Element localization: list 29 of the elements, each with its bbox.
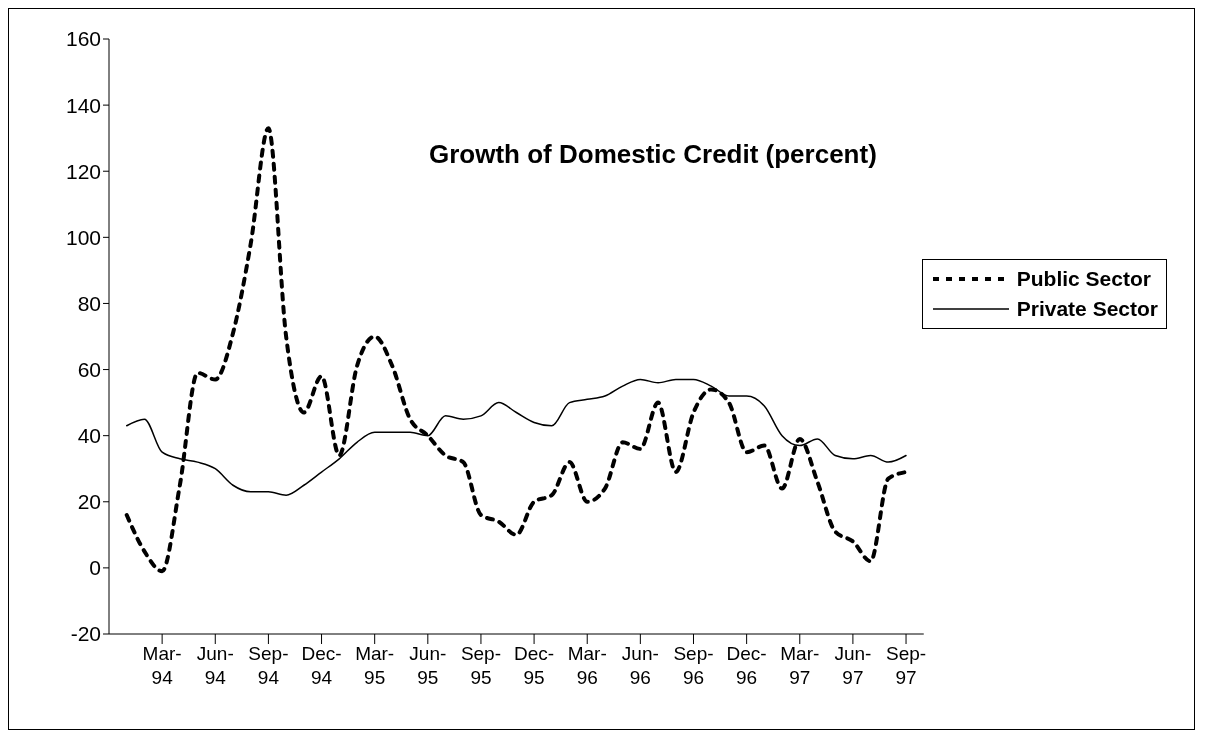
- y-tick-label: 160: [65, 27, 101, 51]
- y-tick-label: -20: [70, 622, 101, 646]
- x-tick-label: Jun-96: [621, 643, 659, 688]
- legend-label: Public Sector: [1016, 266, 1151, 292]
- y-tick-label: 120: [65, 159, 101, 183]
- x-tick-label: Mar-96: [567, 643, 607, 688]
- text: Growth of Domestic Credit (percent): [429, 139, 877, 170]
- x-tick-label: Mar-97: [780, 643, 820, 688]
- y-tick-label: 100: [65, 225, 101, 249]
- x-tick-label: Jun-97: [834, 643, 872, 688]
- line-series: [124, 126, 909, 574]
- x-tick-label: Sep-97: [885, 643, 927, 688]
- y-tick-label: 80: [77, 291, 101, 315]
- x-tick-label: Jun-94: [196, 643, 234, 688]
- x-tick-label: Mar-95: [355, 643, 395, 688]
- x-tick-label: Dec-95: [514, 643, 555, 688]
- y-tick-label: 20: [77, 490, 101, 514]
- x-tick-label: Dec-96: [726, 643, 767, 688]
- y-tick-label: 140: [65, 93, 101, 117]
- x-tick-label: Dec-94: [301, 643, 342, 688]
- x-tick-label: Jun-95: [409, 643, 447, 688]
- y-tick-label: 0: [89, 556, 101, 580]
- y-tick-label: 40: [77, 424, 101, 448]
- x-tick-label: Mar-94: [142, 643, 182, 688]
- x-tick-label: Sep-95: [460, 643, 502, 688]
- legend-label: Private Sector: [1016, 296, 1158, 322]
- x-tick-label: Sep-94: [248, 643, 289, 688]
- y-tick-label: 60: [77, 358, 101, 382]
- x-tick-label: Sep-96: [673, 643, 714, 688]
